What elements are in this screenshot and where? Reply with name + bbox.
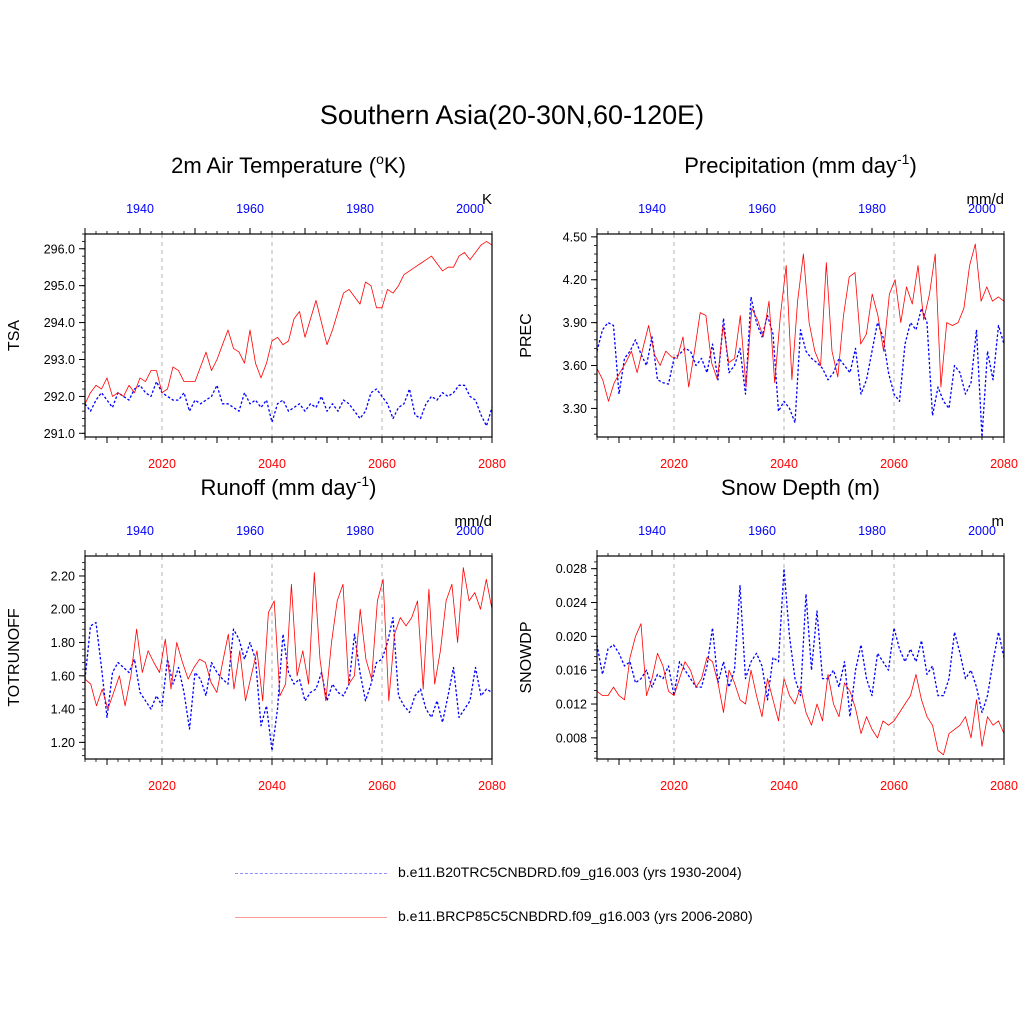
units-label: m: [992, 513, 1005, 530]
historical-series-line: [596, 568, 1005, 718]
x-tick-label-top: 1960: [748, 524, 776, 538]
units-label: K: [482, 191, 492, 208]
future-series-line: [596, 243, 1005, 402]
x-tick-label-top: 1940: [126, 524, 154, 538]
x-tick-label-top: 2000: [968, 524, 996, 538]
y-tick-label: 294.0: [44, 316, 75, 330]
x-tick-label-top: 1960: [748, 202, 776, 216]
x-tick-label-top: 1980: [346, 524, 374, 538]
panel-title: Precipitation (mm day-1): [684, 151, 917, 178]
x-tick-label-top: 1960: [236, 524, 264, 538]
x-tick-label-bottom: 2060: [880, 457, 908, 471]
title-superscript: -1: [357, 473, 370, 489]
y-tick-label: 3.90: [563, 316, 587, 330]
y-tick-label: 296.0: [44, 242, 75, 256]
x-tick-label-top: 1980: [858, 202, 886, 216]
x-tick-label-bottom: 2080: [990, 457, 1018, 471]
plot-frame: [596, 555, 1005, 760]
x-tick-label-top: 2000: [456, 202, 484, 216]
y-tick-label: 0.008: [556, 731, 587, 745]
x-tick-label-bottom: 2040: [770, 457, 798, 471]
x-tick-label-bottom: 2060: [368, 457, 396, 471]
y-tick-label: 3.60: [563, 359, 587, 373]
y-tick-label: 2.00: [51, 603, 75, 617]
legend-label-historical: b.e11.B20TRC5CNBDRD.f09_g16.003 (yrs 193…: [398, 864, 742, 880]
units-label: mm/d: [455, 513, 493, 530]
y-tick-label: 0.020: [556, 630, 587, 644]
y-tick-label: 1.60: [51, 669, 75, 683]
legend-solid-line: [235, 917, 387, 918]
y-axis-label: TOTRUNOFF: [6, 608, 23, 707]
legend-label-future: b.e11.BRCP85C5CNBDRD.f09_g16.003 (yrs 20…: [398, 908, 753, 924]
legend-dashed-line: [235, 873, 387, 874]
x-tick-label-bottom: 2060: [368, 779, 396, 793]
chart-panel-3: Runoff (mm day-1) mm/d TOTRUNOFF 1.20 1.40 1.…: [6, 473, 506, 793]
chart-panel-1: 2m Air Temperature (oK) K TSA 291.0 292.0 293…: [6, 151, 506, 471]
x-tick-label-bottom: 2080: [478, 779, 506, 793]
future-series-line: [84, 240, 493, 404]
plot-frame: [84, 555, 493, 760]
chart-panel-4: Snow Depth (m) m SNOWDP 0.008 0.012 0.016 0.02…: [518, 475, 1018, 793]
figure-title: Southern Asia(20-30N,60-120E): [319, 100, 705, 130]
future-series-line: [596, 623, 1005, 756]
y-tick-label: 1.20: [51, 736, 75, 750]
title-suffix: K): [384, 153, 406, 178]
legend-entry-future: b.e11.BRCP85C5CNBDRD.f09_g16.003 (yrs 20…: [235, 906, 935, 930]
legend-entry-historical: b.e11.B20TRC5CNBDRD.f09_g16.003 (yrs 193…: [235, 862, 935, 886]
x-tick-label-bottom: 2040: [770, 779, 798, 793]
x-tick-label-bottom: 2080: [990, 779, 1018, 793]
x-tick-label-top: 2000: [968, 202, 996, 216]
y-tick-label: 0.028: [556, 562, 587, 576]
x-tick-label-top: 1980: [858, 524, 886, 538]
x-tick-label-bottom: 2020: [660, 457, 688, 471]
y-tick-label: 4.50: [563, 230, 587, 244]
y-tick-label: 295.0: [44, 279, 75, 293]
x-tick-label-top: 1940: [638, 524, 666, 538]
x-tick-label-top: 1940: [126, 202, 154, 216]
y-axis-label: PREC: [518, 313, 535, 357]
y-tick-label: 0.024: [556, 596, 587, 610]
y-tick-label: 1.80: [51, 636, 75, 650]
panel-title: Snow Depth (m): [721, 475, 880, 500]
chart-panel-2: Precipitation (mm day-1) mm/d PREC 3.30 3.60…: [518, 151, 1018, 471]
x-tick-label-top: 1940: [638, 202, 666, 216]
y-axis-label: SNOWDP: [518, 622, 535, 694]
y-tick-label: 0.016: [556, 664, 587, 678]
y-tick-label: 291.0: [44, 427, 75, 441]
title-suffix: ): [369, 475, 376, 500]
x-tick-label-bottom: 2040: [258, 779, 286, 793]
plot-frame: [84, 233, 493, 438]
plot-frame: [596, 233, 1005, 438]
x-tick-label-bottom: 2080: [478, 457, 506, 471]
x-tick-label-bottom: 2020: [148, 457, 176, 471]
panel-title: Runoff (mm day-1): [201, 473, 377, 500]
x-tick-label-bottom: 2020: [660, 779, 688, 793]
y-tick-label: 293.0: [44, 353, 75, 367]
x-tick-label-top: 1980: [346, 202, 374, 216]
panel-title: 2m Air Temperature (oK): [171, 151, 406, 178]
y-tick-label: 1.40: [51, 703, 75, 717]
historical-series-line: [84, 380, 493, 427]
y-axis-label: TSA: [6, 320, 23, 351]
title-superscript: -1: [897, 151, 910, 167]
x-tick-label-bottom: 2060: [880, 779, 908, 793]
x-tick-label-top: 1960: [236, 202, 264, 216]
y-tick-label: 292.0: [44, 390, 75, 404]
future-series-line: [84, 567, 493, 710]
x-tick-label-bottom: 2040: [258, 457, 286, 471]
x-tick-label-top: 2000: [456, 524, 484, 538]
y-tick-label: 0.012: [556, 698, 587, 712]
title-suffix: ): [909, 153, 916, 178]
y-tick-label: 3.30: [563, 402, 587, 416]
title-superscript: o: [376, 151, 384, 167]
y-tick-label: 4.20: [563, 273, 587, 287]
y-tick-label: 2.20: [51, 569, 75, 583]
x-tick-label-bottom: 2020: [148, 779, 176, 793]
units-label: mm/d: [967, 191, 1005, 208]
historical-series-line: [84, 616, 493, 752]
historical-series-line: [596, 296, 1005, 438]
